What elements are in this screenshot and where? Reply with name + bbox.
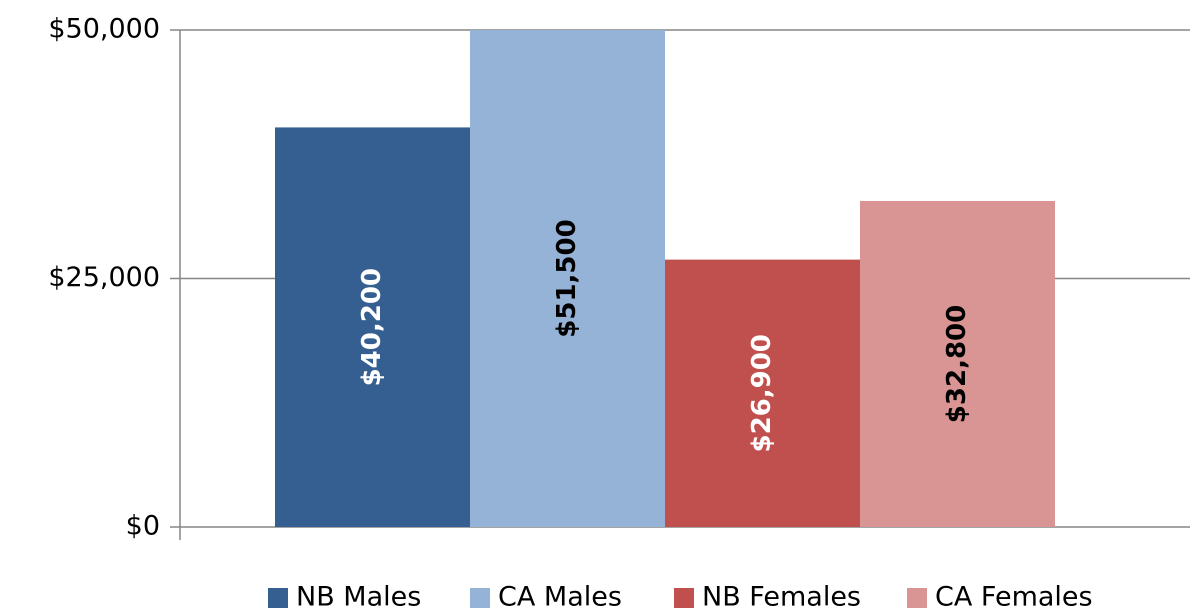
legend-swatch bbox=[907, 588, 927, 608]
bar bbox=[470, 30, 665, 527]
data-label: $40,200 bbox=[357, 268, 387, 386]
y-tick-label: $50,000 bbox=[48, 14, 160, 45]
legend-swatch bbox=[470, 588, 490, 608]
bar bbox=[275, 127, 470, 527]
bars bbox=[275, 30, 1055, 527]
y-tick-label: $25,000 bbox=[48, 262, 160, 293]
data-label: $51,500 bbox=[552, 219, 582, 337]
legend-label: NB Females bbox=[702, 582, 861, 613]
labels: $0 $25,000 $50,000 $40,200 $51,500 $26,900 $32… bbox=[48, 14, 1092, 613]
legend-swatch bbox=[268, 588, 288, 608]
data-label: $26,900 bbox=[747, 334, 777, 452]
legend-label: CA Females bbox=[935, 582, 1093, 613]
y-tick-label: $0 bbox=[126, 511, 160, 542]
legend-label: NB Males bbox=[296, 582, 421, 613]
bar bbox=[860, 200, 1055, 527]
legend-label: CA Males bbox=[498, 582, 622, 613]
bar bbox=[665, 259, 860, 527]
legend-swatch bbox=[674, 588, 694, 608]
data-label: $32,800 bbox=[942, 305, 972, 423]
